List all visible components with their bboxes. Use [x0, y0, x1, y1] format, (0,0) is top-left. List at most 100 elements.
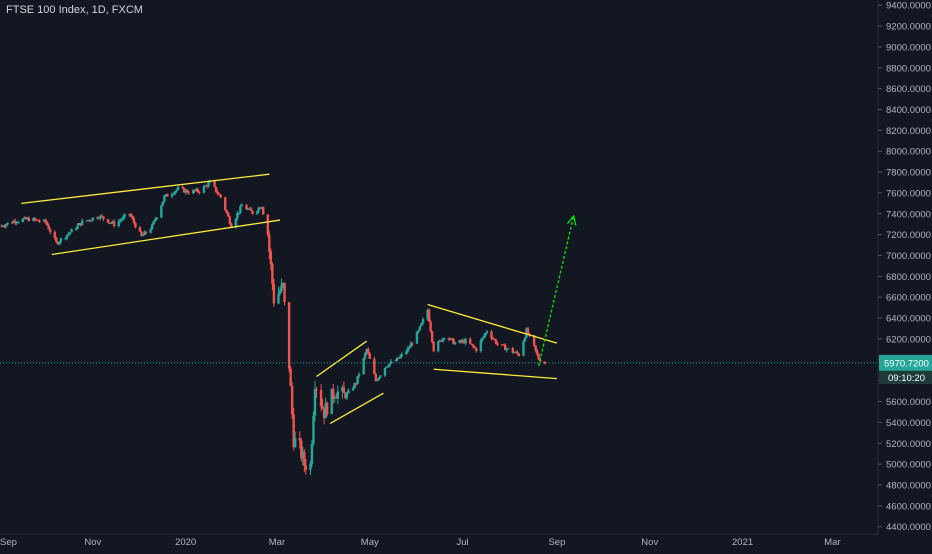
candle-body — [138, 227, 142, 232]
trendline-3 — [316, 340, 368, 378]
y-tick-label: 9200.0000 — [886, 22, 931, 33]
y-tick-label: 8000.0000 — [886, 147, 931, 158]
candle-body — [32, 218, 35, 221]
candle-body — [268, 235, 271, 252]
candle-body — [373, 358, 376, 375]
candle-body — [309, 463, 312, 470]
candle-body — [298, 438, 301, 441]
candle-body — [102, 216, 105, 220]
candle-body — [447, 338, 451, 340]
candle-body — [458, 340, 461, 343]
candle-body — [155, 217, 158, 220]
x-tick-label: 2020 — [175, 537, 196, 548]
candle-body — [473, 346, 476, 348]
candle-body — [161, 201, 165, 206]
candle-body — [379, 375, 382, 378]
trendline-6 — [433, 368, 557, 380]
y-tick-label: 9000.0000 — [886, 42, 931, 53]
candle-body — [152, 221, 155, 225]
candle-body — [202, 186, 206, 193]
candle-body — [281, 283, 285, 285]
candle-body — [56, 241, 60, 245]
x-tick-label: 2021 — [732, 537, 753, 548]
candle-body — [319, 390, 323, 406]
candle-body — [335, 397, 338, 399]
candle-body — [438, 340, 441, 342]
candle-body — [490, 331, 493, 339]
candle-body — [90, 220, 93, 222]
candle-body — [181, 186, 184, 189]
y-tick-label: 4400.0000 — [886, 522, 931, 533]
candle-body — [304, 465, 308, 470]
candle-body — [21, 219, 25, 222]
candle-body — [406, 348, 410, 352]
y-tick-label: 6800.0000 — [886, 272, 931, 283]
candle-body — [437, 341, 440, 352]
candle-body — [239, 205, 242, 213]
x-tick-label: Sep — [548, 537, 565, 548]
candle-body — [70, 229, 73, 233]
candle-body — [354, 383, 358, 385]
x-tick-label: Sep — [0, 537, 17, 548]
x-tick-label: Jul — [457, 537, 469, 548]
candle-body — [443, 338, 446, 340]
trendlines — [0, 173, 878, 425]
trendline-5 — [427, 303, 558, 344]
x-tick-label: Nov — [641, 537, 658, 548]
candle-body — [42, 219, 46, 222]
candle-body — [10, 222, 14, 224]
candle-body — [64, 238, 67, 240]
candle-body — [163, 195, 166, 202]
candle-body — [225, 210, 228, 213]
candle-body — [496, 343, 499, 345]
candle-body — [421, 319, 425, 323]
candle-body — [91, 217, 95, 221]
y-tick-label: 7200.0000 — [886, 230, 931, 241]
candle-body — [330, 388, 333, 415]
candle-body — [166, 194, 169, 197]
candle-body — [172, 193, 175, 195]
arrow-head — [566, 214, 577, 226]
candle-body — [134, 222, 137, 228]
candle-body — [53, 232, 56, 238]
candle-body — [38, 220, 41, 222]
candle-body — [426, 309, 429, 320]
candle-body — [376, 380, 379, 382]
candle-body — [65, 234, 69, 239]
candle-body — [450, 338, 454, 340]
candle-body — [453, 342, 457, 345]
candle-body — [3, 226, 6, 228]
candle-body — [357, 374, 361, 376]
candle-body — [122, 216, 125, 220]
candle-body — [97, 218, 101, 220]
candle-body — [336, 391, 340, 399]
candle-body — [144, 231, 148, 233]
candle-body — [310, 443, 314, 464]
candle-body — [389, 361, 393, 364]
y-tick-label: 5600.0000 — [886, 397, 931, 408]
candle-body — [514, 351, 518, 353]
candle-body — [131, 216, 134, 219]
candle-body — [409, 343, 413, 348]
candle-body — [176, 186, 180, 190]
candle-body — [198, 191, 201, 193]
candle-body — [140, 231, 143, 236]
candle-body — [280, 284, 283, 292]
candle-body — [204, 185, 207, 187]
candle-body — [164, 194, 168, 196]
candle-body — [0, 225, 3, 227]
candle-body — [99, 215, 102, 219]
candle-body — [111, 221, 114, 223]
candle-body — [394, 360, 397, 362]
candle-body — [300, 440, 303, 459]
candle-body — [374, 374, 378, 381]
candle-body — [377, 377, 381, 381]
candle-body — [388, 363, 391, 367]
x-tick-label: Nov — [84, 537, 101, 548]
candle-body — [266, 214, 270, 236]
candle-body — [193, 190, 196, 192]
candle-body — [12, 220, 15, 223]
candle-body — [315, 388, 318, 391]
